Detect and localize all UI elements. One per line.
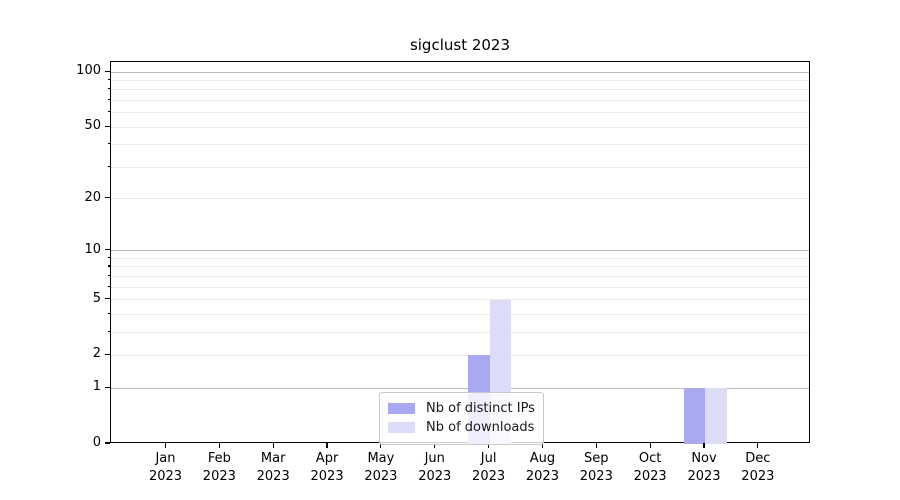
- gridline-minor: [111, 331, 809, 333]
- x-axis-label: Mar 2023: [256, 451, 290, 484]
- legend: Nb of distinct IPs Nb of downloads: [379, 392, 544, 445]
- gridline-minor: [111, 275, 809, 277]
- x-axis-label: Jan 2023: [148, 451, 183, 484]
- gridline-minor: [111, 313, 809, 315]
- legend-label-downloads: Nb of downloads: [426, 419, 535, 435]
- gridline-major: [111, 387, 809, 389]
- x-axis-tick: [218, 443, 220, 448]
- y-axis-minor-tick: [107, 143, 110, 145]
- y-axis-minor-tick: [107, 78, 110, 81]
- x-axis-tick: [164, 443, 167, 448]
- y-axis-label: 0: [92, 435, 101, 450]
- y-axis-minor-tick: [107, 98, 110, 101]
- y-axis-minor-tick: [107, 312, 110, 314]
- plot-area: [110, 61, 810, 444]
- gridline-minor: [111, 126, 809, 128]
- gridline-major: [111, 71, 809, 73]
- bar-distinct-ips-nov: [683, 388, 705, 444]
- x-axis-label: May 2023: [364, 451, 398, 484]
- x-axis-tick: [326, 443, 328, 448]
- y-axis-label: 100: [76, 63, 101, 79]
- y-axis-label: 20: [84, 189, 101, 205]
- x-axis-label: Nov 2023: [687, 451, 721, 484]
- y-axis-minor-tick: [107, 197, 110, 199]
- gridline-minor: [111, 80, 809, 81]
- y-axis-tick: [105, 249, 110, 251]
- gridline-minor: [111, 89, 809, 91]
- y-axis-minor-tick: [107, 285, 110, 287]
- y-axis-minor-tick: [107, 353, 110, 356]
- x-axis-label: Sep 2023: [579, 451, 613, 484]
- y-axis-label: 50: [84, 118, 101, 134]
- x-axis-tick: [380, 443, 382, 448]
- gridline-minor: [111, 354, 809, 356]
- x-axis-tick: [703, 443, 705, 448]
- gridline-minor: [111, 266, 809, 268]
- legend-label-distinct-ips: Nb of distinct IPs: [426, 400, 535, 416]
- gridline-minor: [111, 257, 809, 259]
- x-axis-tick: [272, 443, 274, 448]
- gridline-minor: [111, 112, 809, 114]
- gridline-major: [111, 250, 809, 252]
- x-axis-label: Oct 2023: [633, 451, 667, 484]
- y-axis-minor-tick: [107, 298, 110, 300]
- gridline-minor: [111, 299, 809, 301]
- y-axis-tick: [105, 442, 110, 444]
- y-axis-minor-tick: [107, 125, 110, 127]
- x-axis-label: Apr 2023: [310, 451, 344, 484]
- y-axis-minor-tick: [107, 274, 110, 277]
- x-axis-label: Aug 2023: [525, 451, 559, 484]
- gridline-minor: [111, 144, 809, 146]
- y-axis-minor-tick: [107, 88, 110, 90]
- x-axis-label: Jul 2023: [472, 451, 506, 484]
- y-axis-label: 1: [92, 379, 101, 395]
- y-axis-label: 10: [84, 241, 101, 257]
- x-axis-tick: [434, 443, 436, 448]
- x-axis-tick: [488, 443, 490, 448]
- x-axis-label: Dec 2023: [741, 451, 775, 484]
- y-axis-label: 2: [92, 346, 101, 362]
- legend-item-distinct-ips: Nb of distinct IPs: [388, 400, 535, 416]
- legend-swatch-downloads: [388, 421, 415, 433]
- y-axis-label: 5: [92, 290, 101, 306]
- chart-title: sigclust 2023: [409, 36, 511, 54]
- y-axis-tick: [105, 70, 110, 72]
- legend-item-downloads: Nb of downloads: [388, 419, 535, 435]
- y-axis-minor-tick: [107, 165, 110, 167]
- x-axis-label: Jun 2023: [418, 451, 452, 484]
- y-axis-minor-tick: [107, 256, 110, 259]
- x-axis-tick: [757, 443, 759, 448]
- legend-swatch-distinct-ips: [388, 402, 415, 414]
- y-axis-minor-tick: [107, 330, 110, 332]
- x-axis-tick: [595, 443, 597, 448]
- gridline-minor: [111, 198, 809, 200]
- gridline-minor: [111, 166, 809, 168]
- bar-downloads-nov: [705, 388, 727, 444]
- y-axis-minor-tick: [107, 265, 110, 267]
- gridline-minor: [111, 100, 809, 101]
- x-axis-label: Feb 2023: [202, 451, 236, 484]
- gridline-minor: [111, 286, 809, 288]
- y-axis-minor-tick: [107, 111, 110, 113]
- x-axis-tick: [649, 443, 651, 448]
- x-axis-tick: [541, 443, 544, 448]
- y-axis-tick: [105, 386, 110, 388]
